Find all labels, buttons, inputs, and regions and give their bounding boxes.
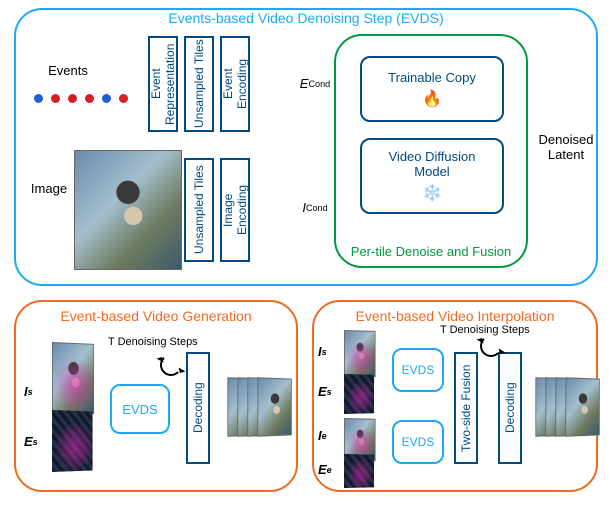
i-cond: ICond bbox=[290, 200, 340, 215]
two-side-fusion: Two-side Fusion bbox=[454, 352, 478, 464]
unsampled-tiles-events: Unsampled Tiles bbox=[184, 36, 214, 132]
interp-loop-icon bbox=[480, 335, 502, 357]
image-encoding: Image Encoding bbox=[220, 158, 250, 262]
interp-title: Event-based Video Interpolation bbox=[312, 308, 598, 324]
gen-Es: Es bbox=[24, 434, 38, 449]
gen-evds: EVDS bbox=[110, 384, 170, 434]
evds-title: Events-based Video Denoising Step (EVDS) bbox=[14, 10, 598, 26]
gen-Is: Is bbox=[24, 384, 33, 399]
events-label: Events bbox=[38, 62, 98, 78]
interp-evds-top: EVDS bbox=[392, 348, 444, 392]
denoised-latent: Denoised Latent bbox=[534, 132, 598, 162]
event-representation: Event Representation bbox=[148, 36, 178, 132]
gen-input-events bbox=[52, 410, 93, 472]
pertile-title: Per-tile Denoise and Fusion bbox=[334, 244, 528, 259]
trainable-copy-label: Trainable Copy bbox=[388, 70, 476, 85]
vdm-label: Video Diffusion Model bbox=[389, 149, 476, 179]
interp-Ie: Ie bbox=[318, 428, 327, 443]
interp-Is-img bbox=[344, 330, 376, 378]
event-encoding: Event Encoding bbox=[220, 36, 250, 132]
interp-Ee: Ee bbox=[318, 462, 332, 477]
events-dots bbox=[34, 94, 128, 103]
image-label: Image bbox=[28, 180, 70, 196]
interp-Es-img bbox=[344, 374, 374, 414]
video-diffusion-model: Video Diffusion Model ❄️ bbox=[360, 138, 504, 214]
fire-icon: 🔥 bbox=[422, 89, 442, 109]
interp-evds-bot: EVDS bbox=[392, 420, 444, 464]
input-image bbox=[74, 150, 182, 270]
snow-icon: ❄️ bbox=[422, 183, 442, 203]
gen-steps: T Denoising Steps bbox=[108, 336, 198, 348]
e-cond: ECond bbox=[290, 76, 340, 91]
gen-loop-icon bbox=[160, 354, 182, 376]
generation-title: Event-based Video Generation bbox=[14, 308, 298, 324]
interp-decoding: Decoding bbox=[498, 352, 522, 464]
trainable-copy: Trainable Copy 🔥 bbox=[360, 56, 504, 122]
interp-Is: Is bbox=[318, 344, 327, 359]
interp-Es: Es bbox=[318, 384, 332, 399]
gen-input-image bbox=[52, 342, 94, 416]
unsampled-tiles-image: Unsampled Tiles bbox=[184, 158, 214, 262]
gen-decoding: Decoding bbox=[186, 352, 210, 464]
interp-Ee-img bbox=[344, 454, 374, 488]
